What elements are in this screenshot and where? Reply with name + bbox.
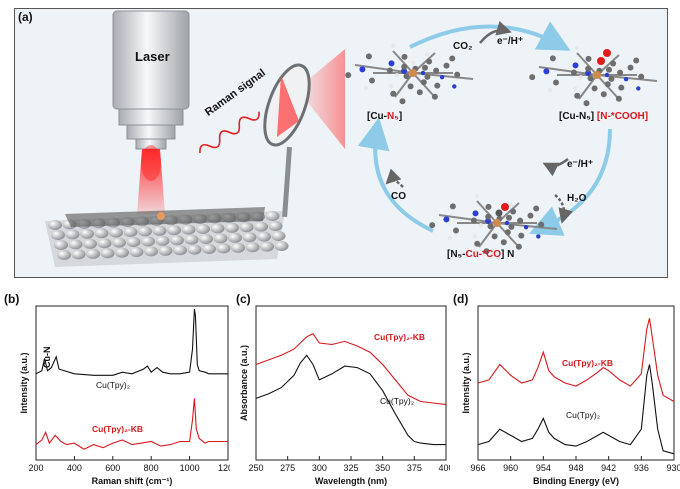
cycle-arrow-top	[409, 21, 571, 51]
series-label-0: Cu(Tpy)₂	[96, 380, 130, 390]
magnifier-icon	[263, 49, 345, 218]
series-line-1	[35, 398, 228, 450]
xps-chart: 966 960 954 948 942 936 930 Binding Energy (eV)…	[461, 305, 680, 486]
molecule-cooh	[529, 45, 658, 107]
x-tick-label: 400	[438, 463, 450, 473]
schematic	[45, 10, 658, 267]
panel-c-label: (c)	[236, 292, 251, 306]
plot-frame	[477, 305, 675, 461]
x-tick-label: 325	[343, 463, 358, 473]
series-label-0: Cu(Tpy)₂-KB	[562, 358, 613, 368]
e-h-top-label: e⁻/H⁺	[497, 36, 524, 47]
x-tick-label: 200	[28, 463, 43, 473]
series-line-0	[477, 318, 675, 402]
raman-wave	[199, 111, 260, 154]
x-tick-label: 300	[312, 463, 327, 473]
series-line-0	[255, 332, 447, 406]
molecule-cu-n5	[345, 43, 474, 105]
x-tick-label: 942	[601, 463, 616, 473]
raman-chart: 200 400 600 800 1000 1200 Raman shift (cm⁻¹) In…	[19, 305, 230, 486]
cu-co-label: [N₅-Cu-*CO] N	[447, 249, 515, 260]
x-tick-label: 954	[536, 463, 551, 473]
absorbance-chart: 250 275 300 325 350 375 400 Wavelength (nm) Abso…	[239, 305, 450, 486]
x-tick-label: 1200	[218, 463, 230, 473]
x-axis-label: Raman shift (cm⁻¹)	[92, 476, 173, 486]
series-line-1	[255, 354, 446, 446]
x-axis-label: Wavelength (nm)	[315, 476, 387, 486]
cycle-arrow-left	[357, 117, 434, 233]
panel-b-label: (b)	[4, 292, 20, 306]
series-line-1	[477, 364, 675, 455]
x-tick-label: 1000	[180, 463, 200, 473]
co-label: CO	[391, 191, 406, 202]
plot-frame	[35, 305, 229, 461]
cycle-arrow-right	[528, 128, 612, 236]
series-label-1: Cu(Tpy)₂	[380, 396, 414, 406]
plot-frame	[255, 305, 447, 461]
e-h-right-label: e⁻/H⁺	[567, 159, 594, 170]
x-tick-label: 960	[503, 463, 518, 473]
x-tick-label: 275	[280, 463, 295, 473]
carbon-substrate	[45, 207, 289, 267]
cu-n-label: Cu-N	[42, 346, 52, 369]
laser-device	[112, 10, 190, 150]
x-tick-label: 966	[470, 463, 485, 473]
x-tick-label: 250	[248, 463, 263, 473]
x-tick-label: 350	[375, 463, 390, 473]
series-label-0: Cu(Tpy)₂-KB	[374, 332, 425, 342]
series-label-1: Cu(Tpy)₂	[566, 410, 600, 420]
co2-label: CO₂	[453, 41, 473, 52]
cu-n5-left-label: [Cu-N₅]	[367, 111, 403, 122]
h2o-label: H₂O	[567, 193, 587, 204]
y-axis-label: Intensity (a.u.)	[19, 352, 29, 413]
x-tick-label: 930	[666, 463, 680, 473]
x-axis-label: Binding Energy (eV)	[533, 476, 619, 486]
x-tick-label: 948	[568, 463, 583, 473]
panel-a-label: (a)	[18, 10, 33, 24]
y-axis-label: Intensity (a.u.)	[461, 352, 471, 413]
laser-label: Laser	[135, 49, 170, 64]
series-line-0	[35, 309, 228, 376]
panel-d-label: (d)	[453, 292, 469, 306]
cu-n5-cooh-label: [Cu-N₅] [N-*COOH]	[559, 111, 649, 122]
y-axis-label: Absorbance (a.u.)	[239, 345, 249, 421]
x-tick-label: 375	[407, 463, 422, 473]
panel-a: (a) Laser Raman signal CO₂ e⁻/H⁺ e⁻/H⁺ H…	[14, 8, 668, 278]
x-tick-label: 600	[105, 463, 120, 473]
series-label-1: Cu(Tpy)₂-KB	[92, 424, 143, 434]
x-tick-label: 400	[67, 463, 82, 473]
x-tick-label: 800	[144, 463, 159, 473]
molecule-co	[429, 193, 558, 255]
laser-beam	[137, 149, 165, 214]
x-tick-label: 936	[634, 463, 649, 473]
